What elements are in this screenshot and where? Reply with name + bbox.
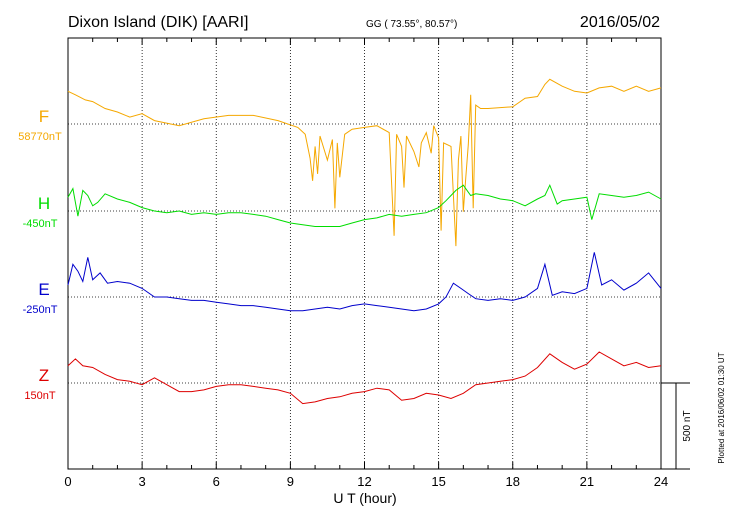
x-tick-label: 15 <box>431 474 445 489</box>
scale-bar: 500 nT <box>661 382 693 470</box>
series-name-Z: Z <box>39 366 49 385</box>
series-line-Z <box>67 351 662 405</box>
series-name-E: E <box>38 280 49 299</box>
series-name-F: F <box>39 107 49 126</box>
series-baseline-F: 58770nT <box>18 131 62 143</box>
x-tick-label: 3 <box>139 474 146 489</box>
station-title: Dixon Island (DIK) [AARI] <box>68 14 249 31</box>
date-label: 2016/05/02 <box>580 14 660 31</box>
x-tick-label: 0 <box>64 474 71 489</box>
series-name-H: H <box>38 194 50 213</box>
series-labels: F 58770nT H -450nT E -250nT Z 150nT <box>18 107 62 402</box>
x-tick-label: 12 <box>357 474 371 489</box>
series-lines <box>67 78 662 405</box>
x-axis-ticks <box>67 38 662 469</box>
station-coords: GG ( 73.55°, 80.57°) <box>366 19 457 30</box>
series-baseline-E: -250nT <box>23 304 58 316</box>
x-tick-label: 18 <box>506 474 520 489</box>
grid-lines <box>68 38 661 469</box>
series-line-E <box>67 252 662 312</box>
x-tick-label: 24 <box>654 474 668 489</box>
x-tick-label: 6 <box>213 474 220 489</box>
x-tick-label: 21 <box>580 474 594 489</box>
scale-bar-label: 500 nT <box>682 410 693 441</box>
series-line-F <box>67 78 662 247</box>
series-baseline-H: -450nT <box>23 218 58 230</box>
x-axis-title: U T (hour) <box>333 490 396 506</box>
x-tick-label: 9 <box>287 474 294 489</box>
series-line-H <box>67 183 662 227</box>
plotted-timestamp: Plotted at 2016/06/02 01:30 UT <box>717 352 726 463</box>
series-baseline-Z: 150nT <box>24 390 55 402</box>
x-axis-tick-labels: 0 3 6 9 12 15 18 21 24 <box>64 474 668 489</box>
